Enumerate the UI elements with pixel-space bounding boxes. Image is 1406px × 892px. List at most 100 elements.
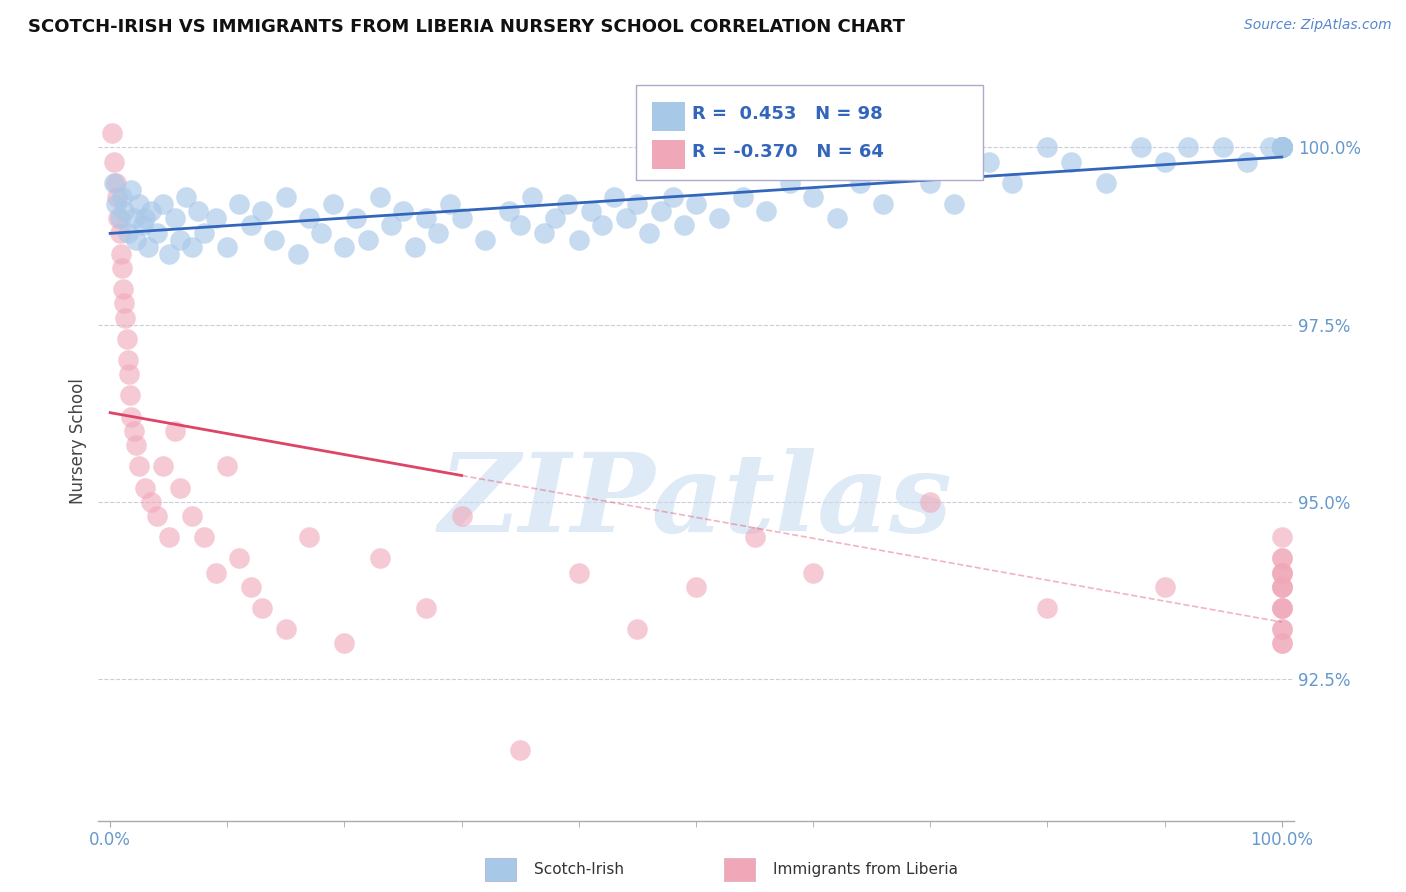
Point [344, 211, 367, 226]
Point [1271, 530, 1294, 544]
Point [661, 190, 683, 204]
Point [298, 530, 321, 544]
Point [141, 495, 163, 509]
Point [1271, 140, 1294, 154]
Point [415, 601, 437, 615]
Point [474, 233, 496, 247]
Point [141, 204, 163, 219]
Point [274, 623, 297, 637]
Point [309, 226, 332, 240]
Point [755, 204, 778, 219]
Point [368, 551, 391, 566]
Point [920, 176, 942, 190]
Point [509, 219, 531, 233]
Point [112, 282, 135, 296]
Point [217, 240, 239, 254]
Point [333, 240, 356, 254]
Point [1153, 580, 1175, 594]
Point [392, 204, 415, 219]
Point [111, 260, 134, 275]
Point [1271, 140, 1294, 154]
Point [163, 211, 186, 226]
Point [333, 636, 356, 650]
Point [101, 126, 124, 140]
Point [105, 197, 128, 211]
Point [108, 226, 131, 240]
Point [920, 495, 942, 509]
Point [1036, 601, 1059, 615]
Point [568, 566, 591, 580]
Point [111, 190, 134, 204]
Point [555, 197, 578, 211]
Point [1271, 140, 1294, 154]
Point [896, 154, 918, 169]
Point [181, 508, 204, 523]
Point [1271, 140, 1294, 154]
Point [169, 481, 191, 495]
Point [105, 176, 128, 190]
Point [105, 190, 128, 204]
Point [157, 530, 180, 544]
Point [134, 481, 156, 495]
Point [1271, 601, 1294, 615]
Point [228, 551, 250, 566]
Point [685, 197, 707, 211]
Point [626, 197, 648, 211]
Point [252, 601, 274, 615]
Point [239, 219, 262, 233]
Point [1271, 601, 1294, 615]
Point [115, 332, 138, 346]
Text: R =  0.453   N = 98: R = 0.453 N = 98 [692, 105, 883, 123]
Point [568, 233, 591, 247]
Y-axis label: Nursery School: Nursery School [69, 378, 87, 505]
Point [357, 233, 380, 247]
Point [1271, 140, 1294, 154]
Point [117, 353, 139, 368]
Point [181, 240, 204, 254]
Point [591, 219, 613, 233]
Point [1271, 580, 1294, 594]
Point [146, 508, 169, 523]
Point [1095, 176, 1118, 190]
Point [152, 459, 174, 474]
Point [204, 211, 226, 226]
Point [128, 459, 150, 474]
Point [1271, 566, 1294, 580]
Point [1271, 140, 1294, 154]
Text: ZIPatlas: ZIPatlas [439, 449, 953, 556]
Point [1271, 566, 1294, 580]
Point [120, 388, 141, 402]
Point [112, 296, 135, 310]
Point [544, 211, 567, 226]
Point [942, 197, 965, 211]
Point [415, 211, 437, 226]
Text: SCOTCH-IRISH VS IMMIGRANTS FROM LIBERIA NURSERY SCHOOL CORRELATION CHART: SCOTCH-IRISH VS IMMIGRANTS FROM LIBERIA … [28, 18, 905, 36]
Point [368, 190, 391, 204]
Point [1271, 580, 1294, 594]
Point [603, 190, 626, 204]
Point [118, 368, 141, 382]
Point [1271, 566, 1294, 580]
Point [1271, 140, 1294, 154]
Point [849, 176, 872, 190]
Point [439, 197, 461, 211]
Point [1271, 580, 1294, 594]
Point [122, 211, 145, 226]
Point [801, 190, 824, 204]
Text: R = -0.370   N = 64: R = -0.370 N = 64 [692, 143, 884, 161]
Point [274, 190, 297, 204]
Point [427, 226, 450, 240]
Point [1153, 154, 1175, 169]
Point [498, 204, 520, 219]
Point [1271, 551, 1294, 566]
Point [673, 219, 696, 233]
Point [1258, 140, 1281, 154]
Point [1271, 623, 1294, 637]
Point [825, 211, 848, 226]
Point [638, 226, 661, 240]
Point [204, 566, 226, 580]
Point [626, 623, 648, 637]
Point [614, 211, 637, 226]
Point [107, 211, 129, 226]
Point [1271, 636, 1294, 650]
